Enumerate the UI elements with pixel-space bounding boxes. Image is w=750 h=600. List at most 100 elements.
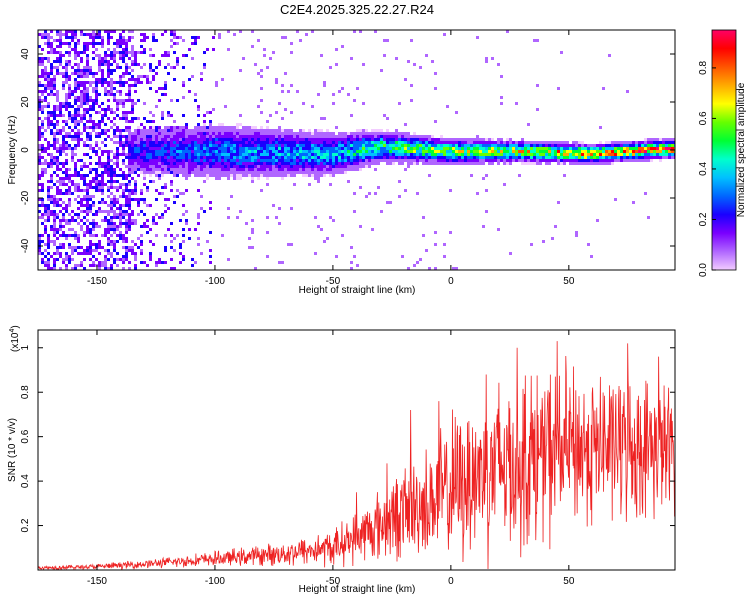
heatmap-cell (236, 159, 239, 162)
heatmap-cell (95, 222, 98, 225)
heatmap-cell (206, 177, 209, 180)
heatmap-cell (191, 141, 194, 144)
heatmap-cell (299, 168, 302, 171)
heatmap-cell (56, 90, 59, 93)
heatmap-cell (650, 138, 653, 141)
heatmap-cell (629, 150, 632, 153)
heatmap-cell (71, 120, 74, 123)
heatmap-cell (143, 177, 146, 180)
heatmap-cell (614, 141, 617, 144)
heatmap-cell (119, 219, 122, 222)
heatmap-cell (59, 72, 62, 75)
heatmap-cell (329, 165, 332, 168)
heatmap-cell (386, 129, 389, 132)
heatmap-cell (86, 219, 89, 222)
heatmap-cell (590, 162, 593, 165)
heatmap-cell (326, 159, 329, 162)
heatmap-cell (122, 189, 125, 192)
heatmap-cell (647, 147, 650, 150)
heatmap-cell (119, 225, 122, 228)
heatmap-cell (95, 246, 98, 249)
heatmap-cell (194, 42, 197, 45)
heatmap-cell (110, 204, 113, 207)
heatmap-cell (74, 45, 77, 48)
heatmap-cell (251, 156, 254, 159)
heatmap-cell (38, 108, 41, 111)
heatmap-cell (242, 126, 245, 129)
heatmap-cell (125, 156, 128, 159)
heatmap-cell (227, 126, 230, 129)
heatmap-cell (314, 168, 317, 171)
heatmap-cell (68, 228, 71, 231)
heatmap-cell (104, 93, 107, 96)
heatmap-cell (218, 135, 221, 138)
heatmap-cell (281, 177, 284, 180)
heatmap-cell (380, 144, 383, 147)
heatmap-cell (149, 132, 152, 135)
heatmap-cell (269, 150, 272, 153)
heatmap-cell (296, 135, 299, 138)
heatmap-cell (83, 51, 86, 54)
heatmap-cell (263, 162, 266, 165)
heatmap-cell (68, 204, 71, 207)
heatmap-cell (110, 267, 113, 270)
heatmap-cell (329, 150, 332, 153)
heatmap-cell (134, 243, 137, 246)
heatmap-cell (596, 159, 599, 162)
heatmap-cell (83, 66, 86, 69)
heatmap-cell (455, 144, 458, 147)
heatmap-cell (446, 105, 449, 108)
heatmap-cell (311, 30, 314, 33)
heatmap-cell (41, 174, 44, 177)
heatmap-cell (44, 33, 47, 36)
heatmap-cell (476, 162, 479, 165)
heatmap-cell (122, 177, 125, 180)
heatmap-cell (233, 171, 236, 174)
heatmap-cell (92, 99, 95, 102)
heatmap-cell (347, 135, 350, 138)
heatmap-cell (599, 144, 602, 147)
heatmap-cell (131, 246, 134, 249)
heatmap-cell (212, 150, 215, 153)
heatmap-cell (431, 141, 434, 144)
heatmap-cell (575, 153, 578, 156)
heatmap-cell (407, 141, 410, 144)
heatmap-cell (107, 54, 110, 57)
heatmap-cell (107, 222, 110, 225)
heatmap-cell (74, 246, 77, 249)
heatmap-cell (53, 147, 56, 150)
heatmap-cell (575, 159, 578, 162)
heatmap-cell (215, 144, 218, 147)
heatmap-cell (350, 159, 353, 162)
heatmap-cell (107, 156, 110, 159)
heatmap-cell (200, 156, 203, 159)
heatmap-cell (350, 138, 353, 141)
heatmap-cell (62, 126, 65, 129)
heatmap-cell (62, 114, 65, 117)
heatmap-cell (158, 159, 161, 162)
heatmap-cell (533, 162, 536, 165)
heatmap-cell (497, 150, 500, 153)
heatmap-cell (662, 156, 665, 159)
heatmap-cell (80, 81, 83, 84)
heatmap-cell (89, 72, 92, 75)
heatmap-cell (602, 87, 605, 90)
heatmap-cell (650, 147, 653, 150)
heatmap-cell (53, 132, 56, 135)
heatmap-cell (536, 150, 539, 153)
heatmap-cell (407, 138, 410, 141)
heatmap-cell (443, 141, 446, 144)
heatmap-cell (332, 162, 335, 165)
heatmap-cell (101, 42, 104, 45)
heatmap-cell (176, 168, 179, 171)
heatmap-cell (110, 234, 113, 237)
heatmap-cell (71, 36, 74, 39)
heatmap-cell (143, 201, 146, 204)
heatmap-cell (491, 162, 494, 165)
heatmap-cell (101, 69, 104, 72)
heatmap-cell (44, 138, 47, 141)
heatmap-cell (374, 162, 377, 165)
heatmap-cell (65, 63, 68, 66)
heatmap-cell (80, 30, 83, 33)
heatmap-cell (278, 222, 281, 225)
